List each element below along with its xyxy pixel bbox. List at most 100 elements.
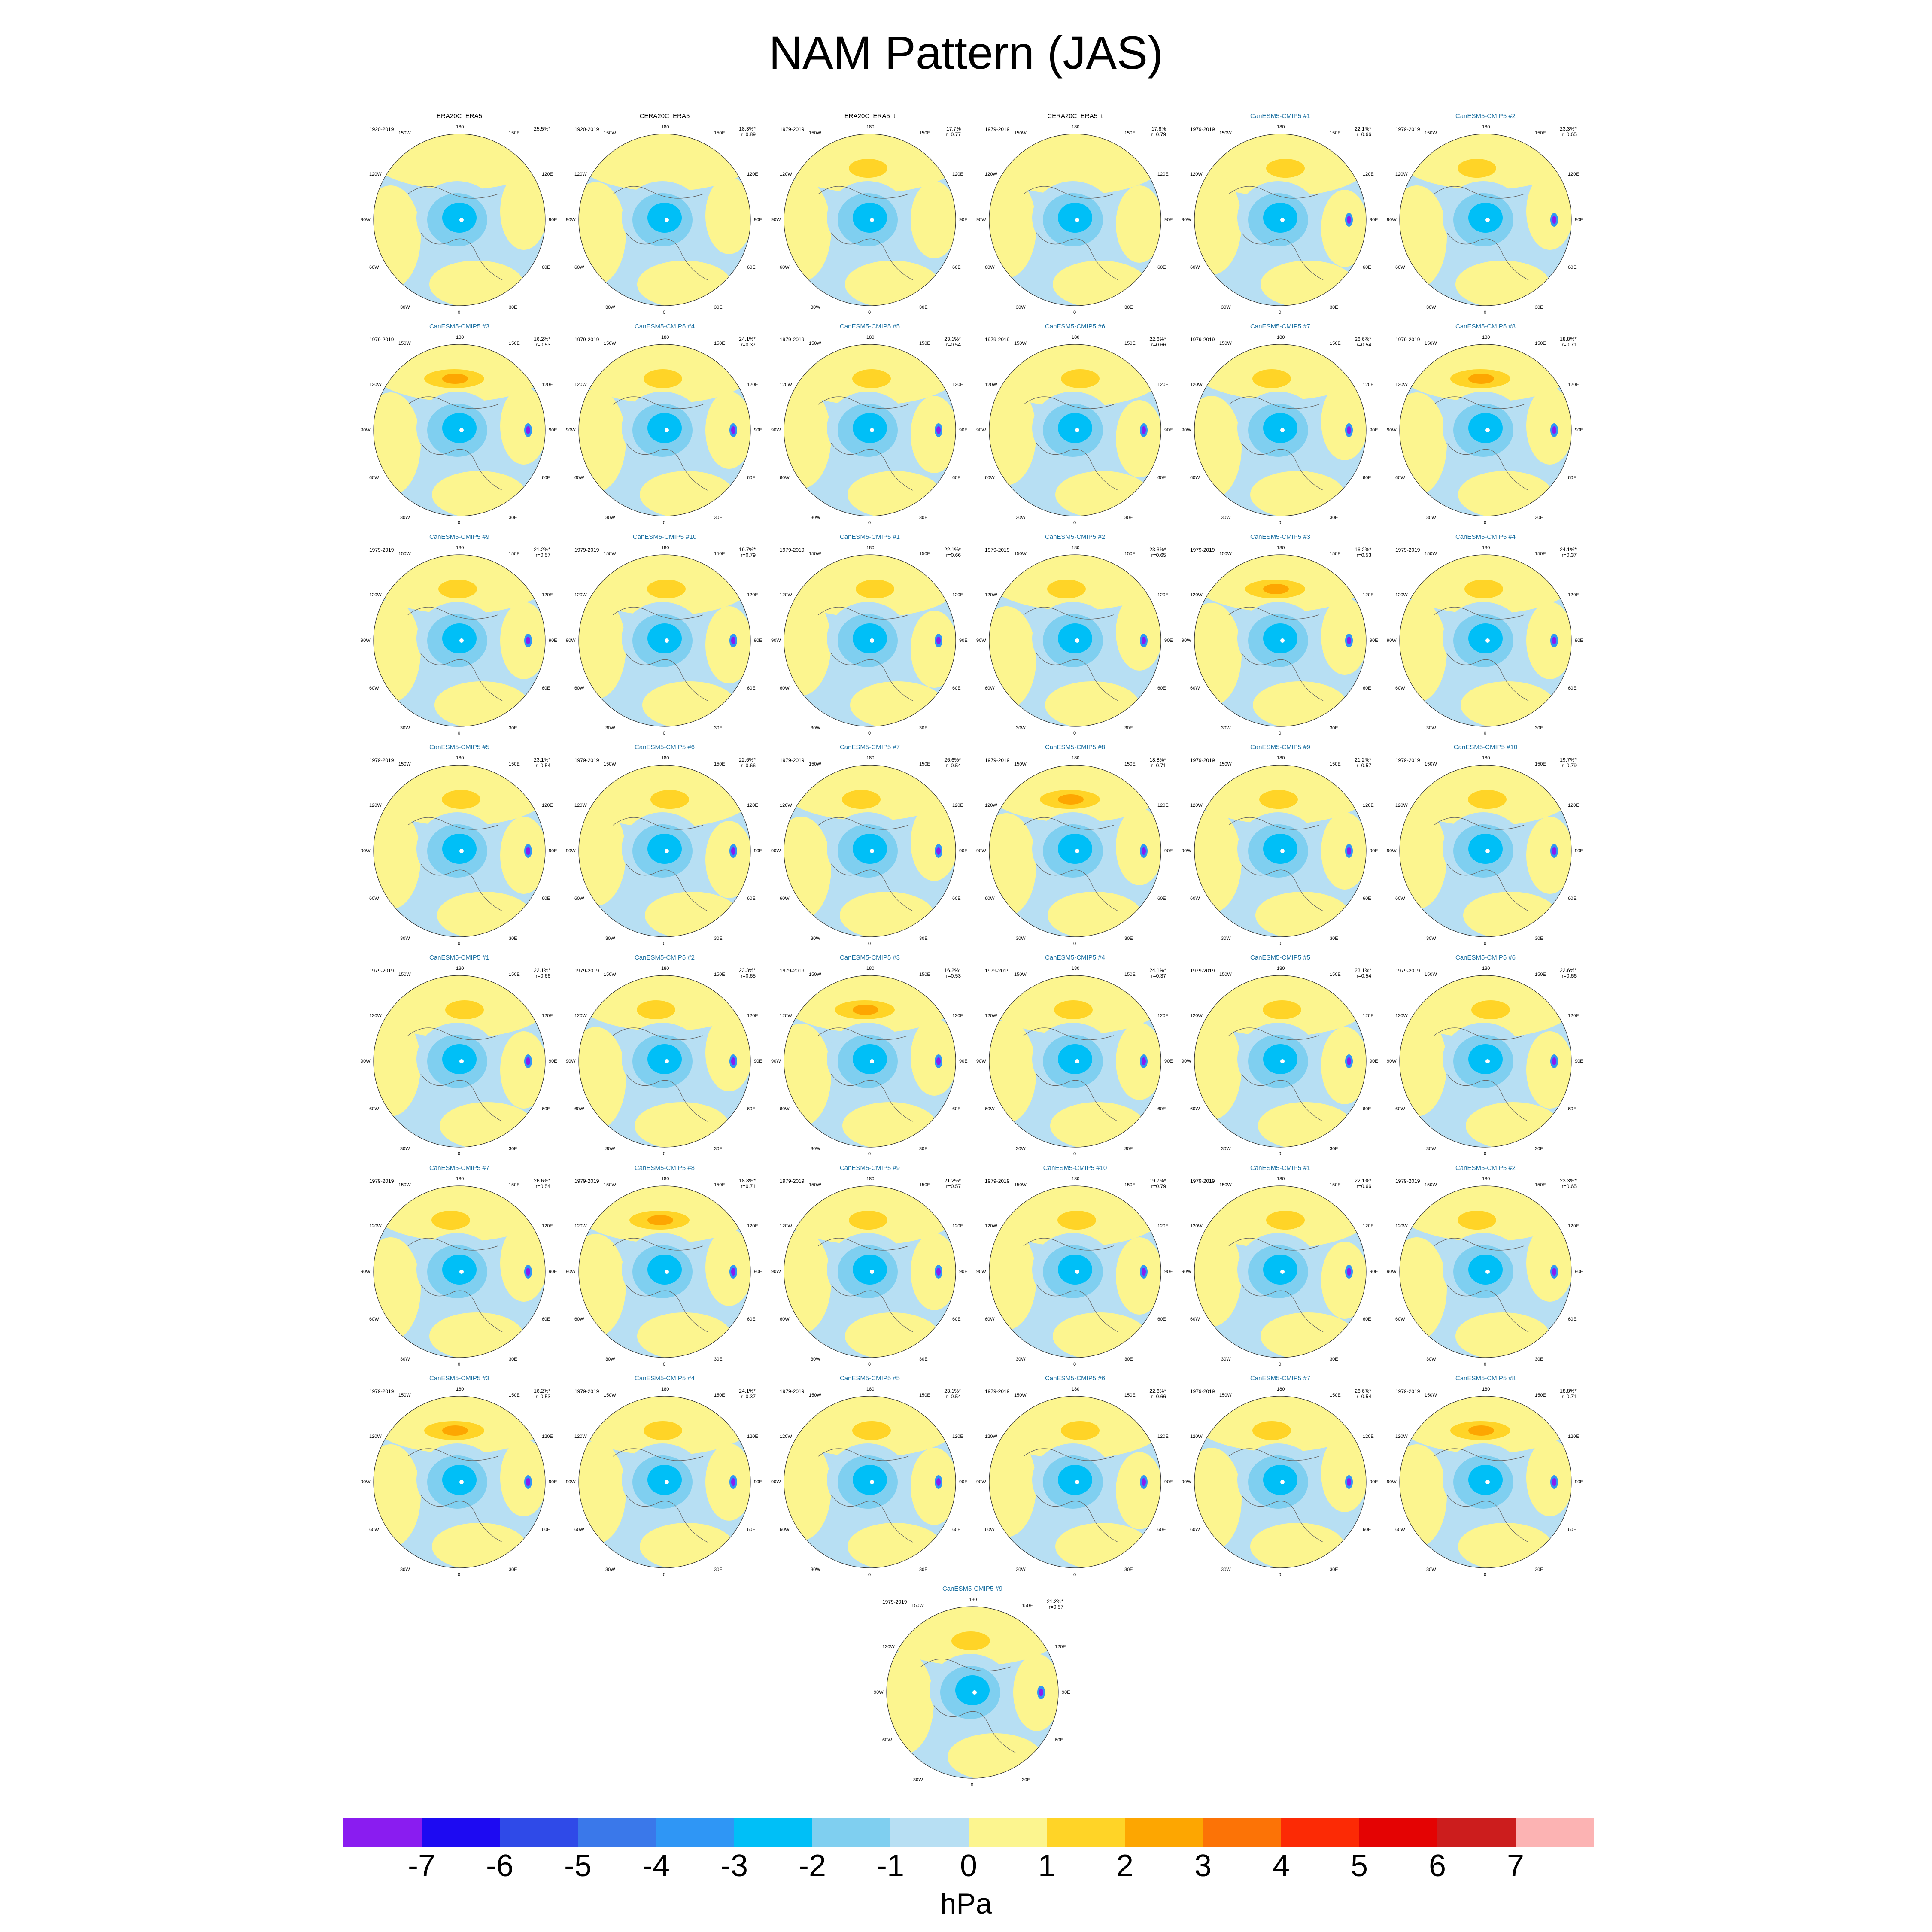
explained-variance: 18.8%*	[1560, 1388, 1577, 1394]
positive-anomaly-core	[650, 790, 689, 809]
map-panel: CanESM5-CMIP5 #9 1979-2019 21.2%* r=0.57 180…	[874, 1585, 1070, 1788]
longitude-label: 90W	[771, 1269, 781, 1274]
longitude-label: 90E	[959, 1479, 968, 1485]
polar-map	[578, 765, 751, 937]
map-border	[989, 554, 1161, 727]
longitude-label: 0	[868, 310, 871, 315]
polar-map	[373, 554, 546, 727]
explained-variance: 21.2%*	[534, 547, 550, 553]
longitude-label: 90W	[1182, 638, 1191, 643]
panel-title: CanESM5-CMIP5 #1	[1250, 1164, 1311, 1172]
panel-period: 1979-2019	[1395, 547, 1420, 553]
edge-artifact-core	[936, 1478, 941, 1486]
longitude-label: 150E	[1330, 551, 1341, 556]
panel-title: CERA20C_ERA5	[639, 112, 690, 120]
longitude-label: 90E	[1575, 1059, 1583, 1064]
positive-anomaly-region	[845, 1312, 939, 1358]
pattern-correlation: r=0.57	[946, 1183, 961, 1189]
positive-anomaly-core	[1054, 1000, 1093, 1019]
pattern-correlation: r=0.37	[741, 1394, 756, 1400]
longitude-label: 150W	[604, 1393, 616, 1398]
panel-title: CanESM5-CMIP5 #7	[429, 1164, 490, 1172]
positive-anomaly-region	[1048, 892, 1142, 937]
polar-low-core	[1058, 623, 1092, 653]
longitude-label: 30E	[1535, 515, 1543, 520]
pole-marker	[459, 849, 464, 853]
colorbar-tick-label: -3	[720, 1849, 748, 1883]
longitude-label: 150E	[919, 1393, 930, 1398]
longitude-label: 120W	[574, 803, 587, 808]
coastline	[818, 396, 913, 491]
edge-artifact-core	[1552, 847, 1556, 855]
panel-period: 1979-2019	[1395, 1388, 1420, 1394]
map-border	[373, 1396, 546, 1568]
polar-map	[1399, 765, 1572, 937]
positive-anomaly-region	[429, 1312, 524, 1358]
panel-stats: 22.6%* r=0.66	[1560, 968, 1577, 979]
pattern-correlation: r=0.66	[1356, 1183, 1371, 1189]
map-panel: CanESM5-CMIP5 #6 1979-2019 22.6%* r=0.66 180…	[976, 323, 1173, 526]
positive-anomaly-core	[445, 1000, 484, 1019]
positive-anomaly-core	[1266, 159, 1305, 178]
explained-variance: 23.1%*	[944, 1388, 961, 1394]
coastline	[613, 1027, 708, 1122]
map-border	[1399, 344, 1572, 516]
panel-title: CanESM5-CMIP5 #6	[1455, 954, 1516, 961]
longitude-label: 150W	[1425, 762, 1437, 767]
longitude-label: 0	[1484, 310, 1487, 315]
panel-period: 1979-2019	[369, 337, 394, 343]
longitude-label: 90W	[771, 217, 781, 222]
longitude-label: 150E	[509, 341, 520, 346]
longitude-label: 90E	[549, 428, 557, 433]
polar-low-core	[1058, 834, 1092, 864]
polar-map	[1399, 1396, 1572, 1568]
longitude-label: 0	[458, 310, 461, 315]
pole-marker	[665, 428, 669, 432]
longitude-label: 90E	[754, 848, 762, 854]
pattern-correlation: r=0.66	[946, 552, 961, 558]
longitude-label: 90E	[1370, 1059, 1378, 1064]
longitude-label: 150E	[509, 131, 520, 136]
explained-variance: 26.6%*	[944, 757, 961, 763]
longitude-label: 60E	[542, 896, 550, 901]
explained-variance: 18.3%*	[739, 126, 756, 132]
longitude-label: 150W	[1425, 131, 1437, 136]
pole-marker	[1280, 218, 1285, 222]
longitude-label: 150W	[1014, 1393, 1027, 1398]
panel-title: CanESM5-CMIP5 #8	[634, 1164, 695, 1172]
longitude-label: 30E	[509, 1146, 517, 1151]
longitude-label: 90W	[566, 638, 576, 643]
polar-map	[578, 134, 751, 306]
colorbar-swatch	[656, 1818, 734, 1847]
longitude-label: 180	[456, 125, 464, 130]
longitude-label: 120E	[1157, 1434, 1169, 1439]
longitude-label: 90W	[361, 428, 371, 433]
explained-variance: 26.6%*	[1355, 336, 1371, 342]
longitude-label: 150W	[398, 1393, 411, 1398]
positive-anomaly-region	[705, 1229, 750, 1306]
panel-stats: 23.1%* r=0.54	[1355, 968, 1371, 979]
positive-anomaly-region	[1116, 1452, 1161, 1529]
longitude-label: 120W	[369, 1434, 382, 1439]
longitude-label: 30E	[714, 936, 723, 941]
longitude-label: 30E	[509, 515, 517, 520]
polar-map	[989, 975, 1161, 1148]
longitude-label: 120E	[1157, 592, 1169, 598]
polar-map	[578, 344, 751, 516]
positive-anomaly-region	[1321, 383, 1366, 460]
longitude-label: 30E	[1124, 305, 1133, 310]
map-border	[373, 344, 546, 516]
panel-period: 1979-2019	[1395, 968, 1420, 974]
positive-anomaly-region	[1250, 471, 1345, 516]
panel-period: 1979-2019	[369, 1178, 394, 1184]
panel-title: CanESM5-CMIP5 #4	[634, 323, 695, 330]
coastline	[1434, 817, 1529, 911]
longitude-label: 120W	[985, 1013, 997, 1018]
positive-anomaly-region	[1321, 812, 1366, 890]
polar-low-core	[853, 413, 887, 443]
positive-anomaly-peak	[442, 374, 468, 384]
longitude-label: 120E	[1157, 803, 1169, 808]
longitude-label: 180	[1482, 1176, 1490, 1182]
longitude-label: 0	[1073, 1572, 1076, 1577]
longitude-label: 120W	[1395, 382, 1408, 387]
